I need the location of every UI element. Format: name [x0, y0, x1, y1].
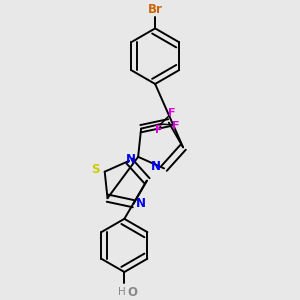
Text: F: F	[168, 109, 175, 118]
Text: N: N	[126, 153, 136, 166]
Text: Br: Br	[148, 3, 163, 16]
Text: N: N	[136, 196, 146, 210]
Text: F: F	[172, 121, 180, 130]
Text: N: N	[151, 160, 160, 173]
Text: F: F	[155, 125, 163, 135]
Text: S: S	[92, 163, 100, 176]
Text: H: H	[118, 287, 126, 297]
Text: O: O	[128, 286, 137, 298]
